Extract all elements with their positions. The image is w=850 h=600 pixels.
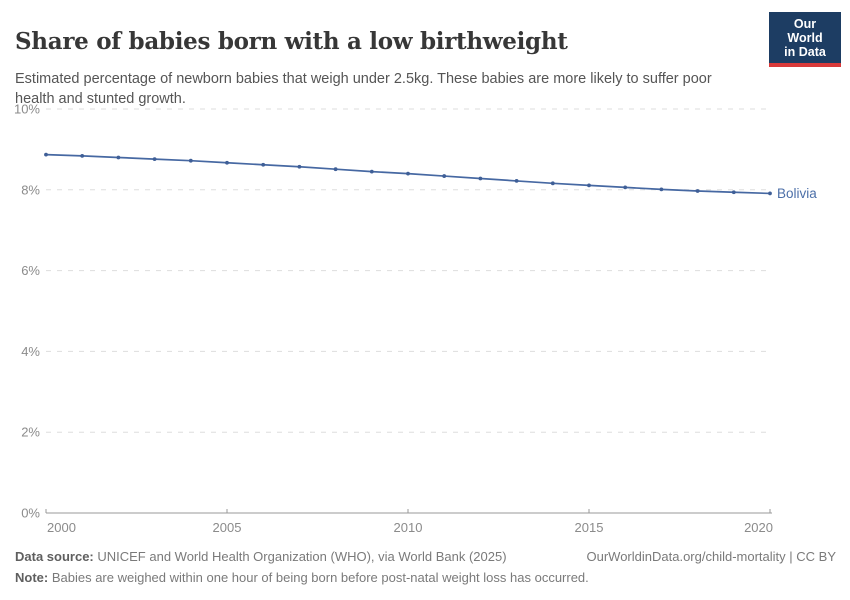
data-source-label: Data source: [15, 549, 94, 564]
x-axis-tick-label: 2020 [744, 520, 773, 535]
data-point [406, 171, 410, 176]
data-point [731, 190, 736, 195]
x-axis-tick-label: 2015 [575, 520, 604, 535]
data-point [80, 153, 85, 158]
owid-logo[interactable]: Our World in Data [769, 12, 841, 67]
note-label: Note: [15, 570, 49, 585]
x-axis-tick-label: 2005 [213, 520, 242, 535]
data-point [587, 183, 591, 188]
data-point [659, 187, 664, 192]
y-axis-tick-label: 8% [21, 182, 40, 197]
page-title: Share of babies born with a low birthwei… [15, 28, 568, 56]
data-point [442, 174, 447, 178]
y-axis-tick-label: 0% [21, 506, 40, 521]
note-line: Note: Babies are weighed within one hour… [15, 570, 589, 585]
y-axis-tick-label: 6% [21, 263, 40, 278]
data-point [152, 157, 157, 161]
data-point [768, 191, 772, 196]
data-point [44, 152, 48, 157]
data-point [478, 176, 483, 181]
data-point [116, 155, 121, 160]
owid-logo-line2: in Data [784, 45, 826, 59]
owid-logo-line1: Our World [787, 17, 823, 45]
x-axis-tick-label: 2000 [47, 520, 76, 535]
y-axis-tick-label: 2% [21, 425, 40, 440]
data-point [261, 162, 266, 167]
series-end-label: Bolivia [777, 186, 817, 201]
data-point [623, 185, 628, 190]
data-point [550, 181, 555, 186]
data-point [514, 179, 519, 183]
data-point [225, 160, 229, 165]
x-axis-tick-label: 2010 [394, 520, 423, 535]
data-point [188, 158, 193, 163]
y-axis-tick-label: 10% [14, 102, 40, 117]
chart-subtitle: Estimated percentage of newborn babies t… [15, 70, 712, 107]
data-point [369, 169, 374, 174]
owid-url-link[interactable]: OurWorldinData.org/child-mortality | CC … [586, 549, 837, 564]
data-point [333, 167, 338, 172]
chart-footer: Data source: UNICEF and World Health Org… [15, 546, 836, 588]
data-point [695, 189, 700, 193]
note-text: Babies are weighed within one hour of be… [48, 570, 589, 585]
data-source-line: Data source: UNICEF and World Health Org… [15, 546, 507, 567]
data-point [297, 164, 302, 169]
data-source-text: UNICEF and World Health Organization (WH… [93, 549, 507, 564]
y-axis-tick-label: 4% [21, 344, 40, 359]
